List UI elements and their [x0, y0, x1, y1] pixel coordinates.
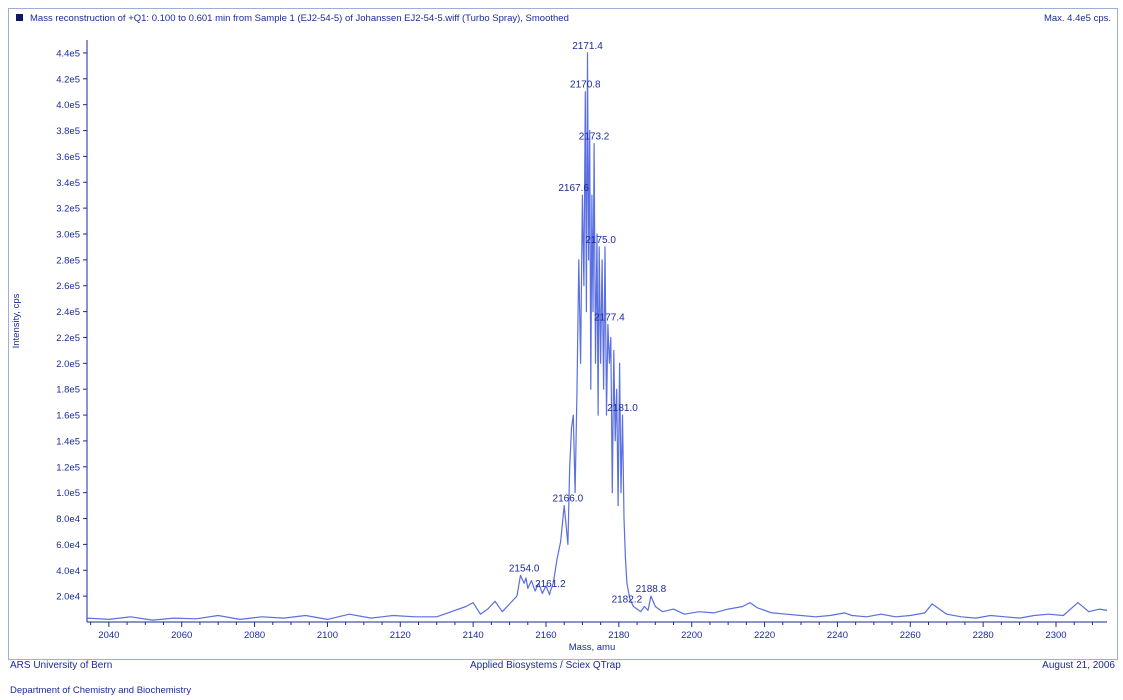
y-tick-label: 3.0e5	[56, 230, 80, 241]
peak-label: 2177.4	[594, 313, 625, 324]
chart-frame	[8, 8, 1118, 660]
y-tick-label: 4.2e5	[56, 74, 80, 85]
peak-label: 2170.8	[570, 80, 601, 91]
x-tick-label: 2040	[98, 630, 119, 641]
peak-label: 2175.0	[585, 235, 616, 246]
x-tick-label: 2180	[608, 630, 629, 641]
x-tick-label: 2280	[973, 630, 994, 641]
y-tick-label: 1.2e5	[56, 462, 80, 473]
y-tick-label: 1.8e5	[56, 385, 80, 396]
y-tick-label: 2.0e4	[56, 592, 80, 603]
y-tick-label: 3.6e5	[56, 152, 80, 163]
y-tick-label: 2.4e5	[56, 307, 80, 318]
x-tick-label: 2080	[244, 630, 265, 641]
y-tick-label: 3.2e5	[56, 204, 80, 215]
x-tick-label: 2100	[317, 630, 338, 641]
y-tick-label: 1.0e5	[56, 488, 80, 499]
peak-label: 2188.8	[636, 584, 667, 595]
y-axis-label: Intensity, cps	[11, 293, 22, 348]
legend-swatch	[16, 14, 23, 21]
x-tick-label: 2160	[535, 630, 556, 641]
y-tick-label: 2.2e5	[56, 333, 80, 344]
x-tick-label: 2300	[1045, 630, 1066, 641]
peak-label: 2166.0	[553, 494, 584, 505]
peak-label: 2181.0	[607, 403, 638, 414]
spectrum-trace	[86, 52, 1108, 621]
peak-label: 2154.0	[509, 563, 540, 574]
y-tick-label: 1.4e5	[56, 436, 80, 447]
peak-label: 2171.4	[572, 41, 603, 52]
x-axis-label: Mass, amu	[569, 642, 615, 653]
x-tick-label: 2060	[171, 630, 192, 641]
footer-instrument: Applied Biosystems / Sciex QTrap	[470, 660, 621, 671]
x-tick-label: 2140	[463, 630, 484, 641]
y-tick-label: 3.4e5	[56, 178, 80, 189]
y-tick-label: 4.4e5	[56, 48, 80, 59]
y-tick-label: 6.0e4	[56, 540, 80, 551]
peak-label: 2167.6	[558, 183, 589, 194]
peak-label: 2161.2	[535, 579, 566, 590]
chart-title: Mass reconstruction of +Q1: 0.100 to 0.6…	[30, 13, 569, 24]
peak-label: 2182.2	[612, 594, 643, 605]
y-tick-label: 2.6e5	[56, 281, 80, 292]
footer-institution: ARS University of Bern	[10, 660, 113, 671]
footer-date: August 21, 2006	[1042, 660, 1115, 671]
y-tick-label: 2.8e5	[56, 255, 80, 266]
x-tick-label: 2220	[754, 630, 775, 641]
x-tick-label: 2260	[900, 630, 921, 641]
y-tick-label: 4.0e5	[56, 100, 80, 111]
x-tick-label: 2240	[827, 630, 848, 641]
x-tick-label: 2120	[390, 630, 411, 641]
peak-label: 2173.2	[579, 131, 610, 142]
max-intensity-label: Max. 4.4e5 cps.	[1043, 13, 1111, 24]
y-tick-label: 4.0e4	[56, 566, 80, 577]
y-tick-label: 3.8e5	[56, 126, 80, 137]
y-tick-label: 2.0e5	[56, 359, 80, 370]
y-tick-label: 8.0e4	[56, 514, 80, 525]
x-tick-label: 2200	[681, 630, 702, 641]
y-tick-label: 1.6e5	[56, 411, 80, 422]
footer-department: Department of Chemistry and Biochemistry	[10, 685, 192, 696]
